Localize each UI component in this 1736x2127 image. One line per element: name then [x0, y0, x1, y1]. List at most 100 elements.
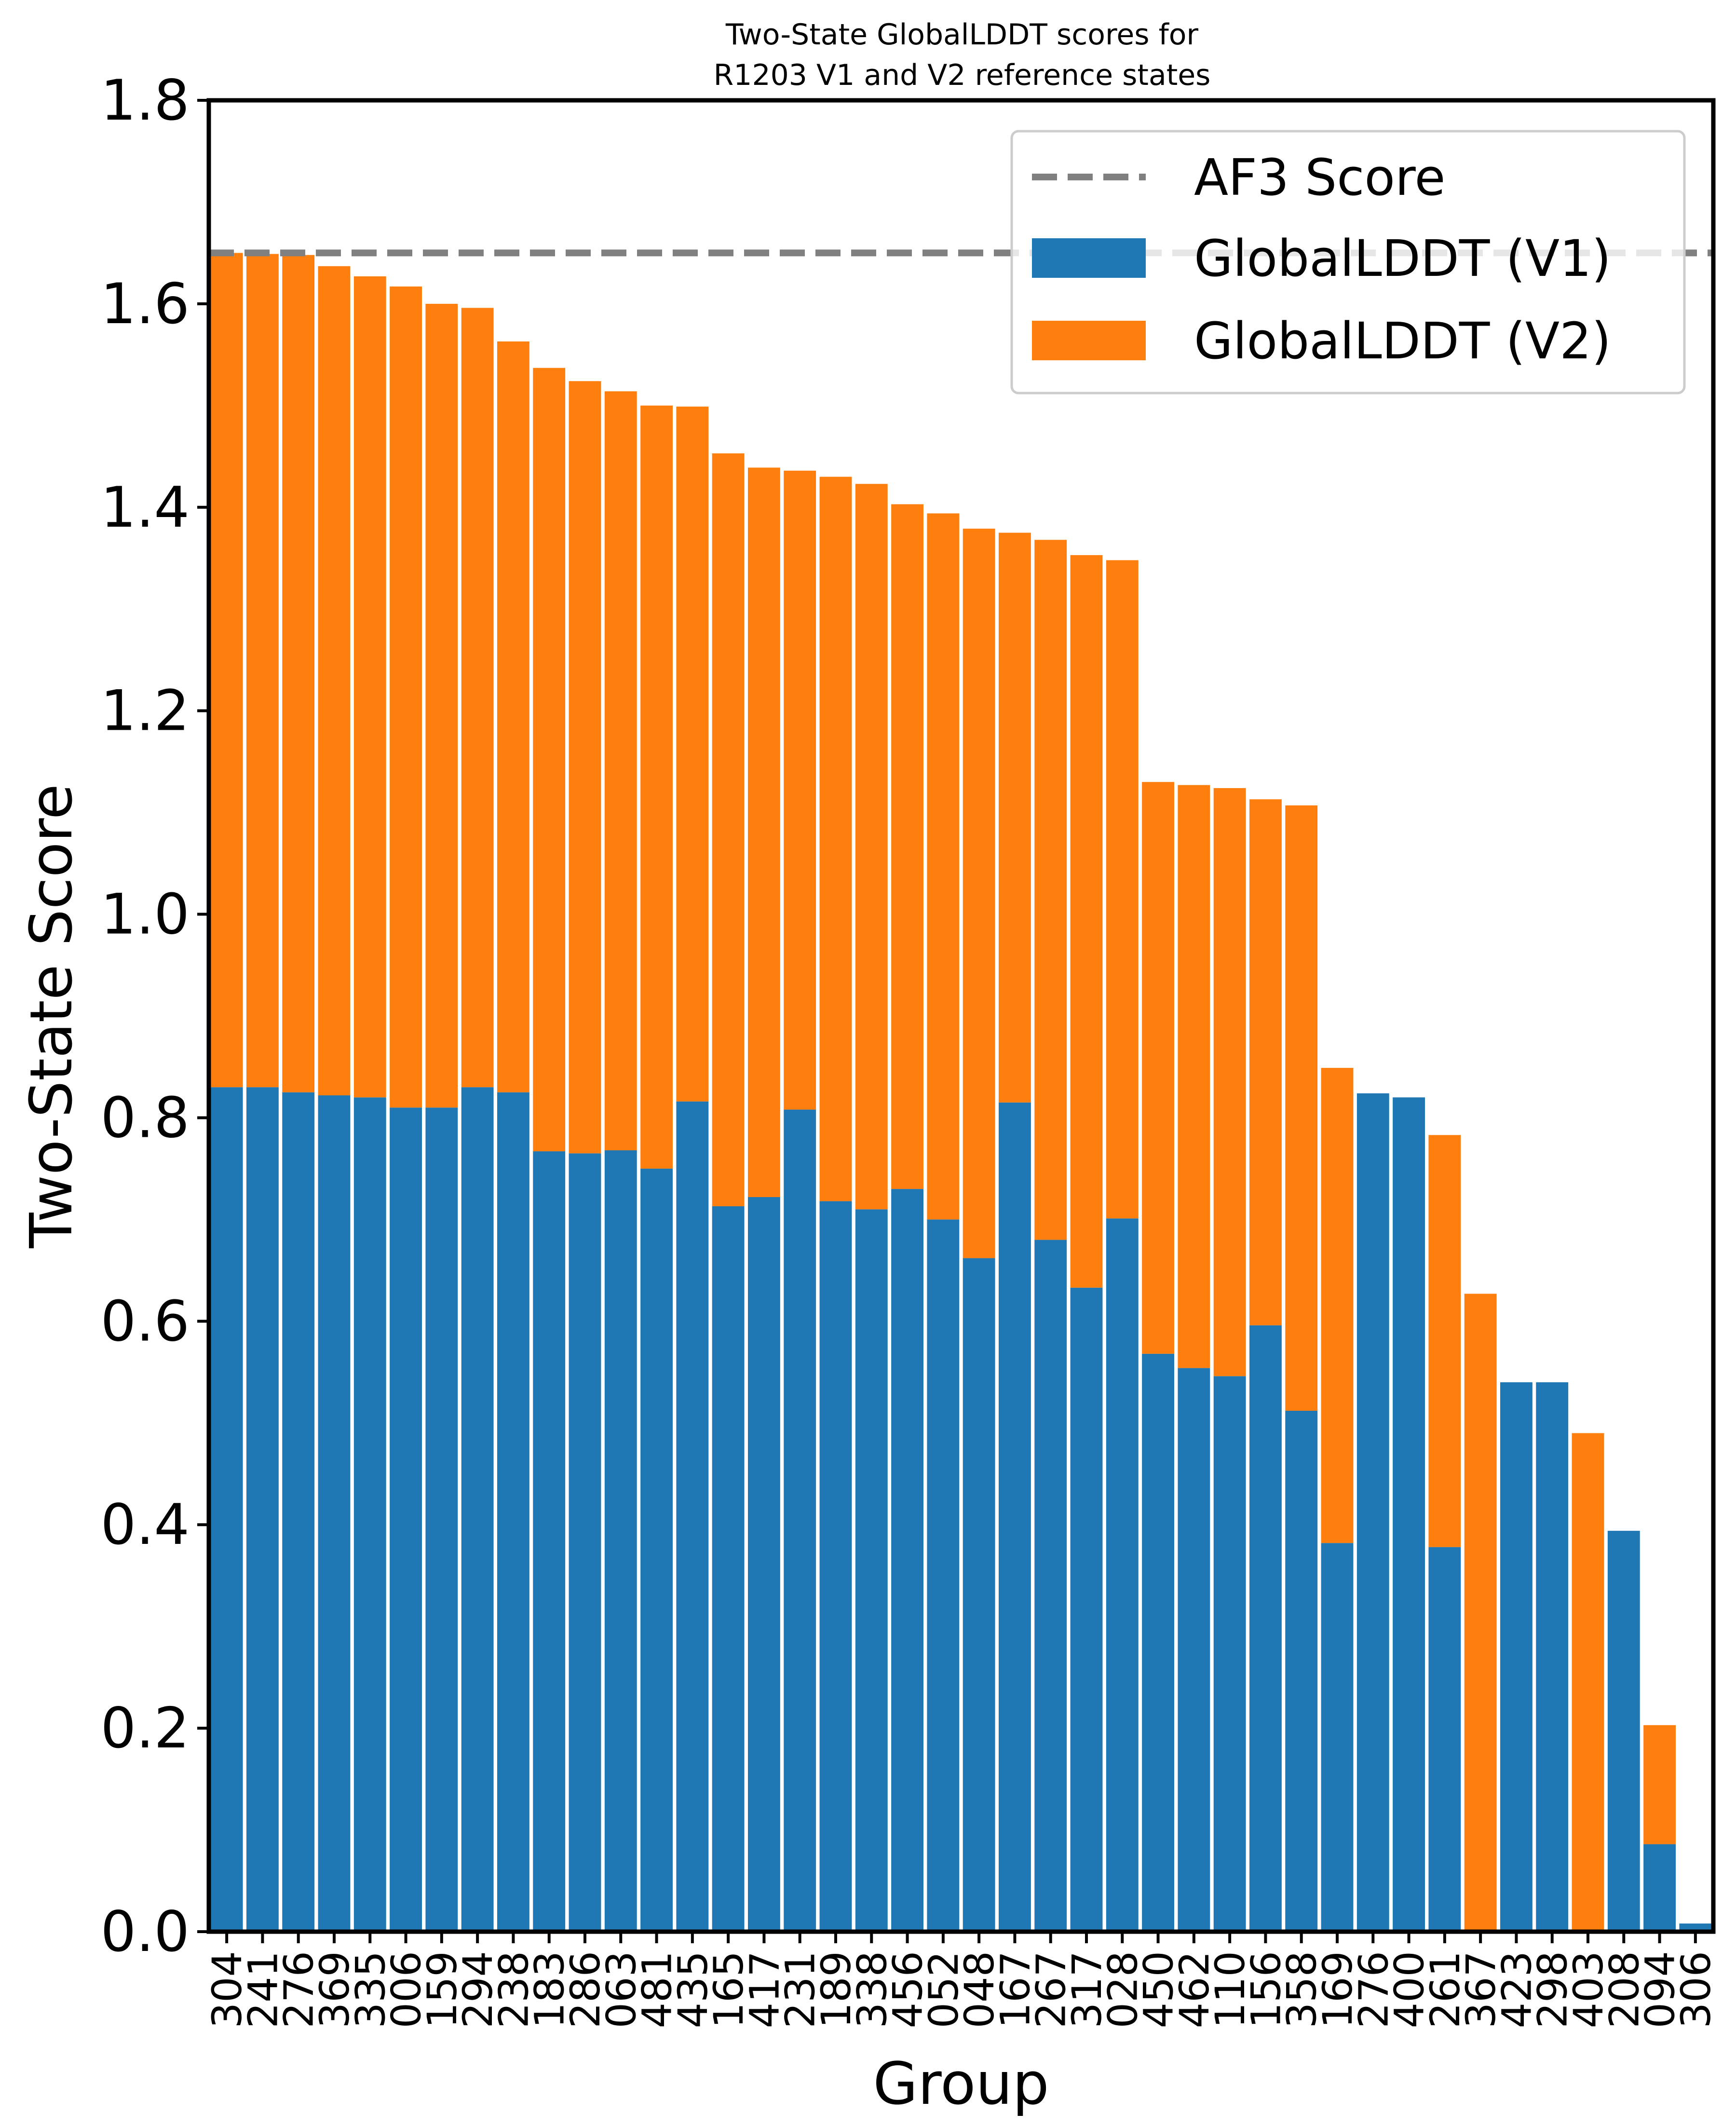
bar-v2 — [210, 253, 243, 1088]
x-tick-label: 294 — [454, 1951, 502, 2028]
x-tick-label: 298 — [1529, 1951, 1576, 2028]
x-tick-label: 276 — [275, 1951, 323, 2028]
bar-v2 — [1070, 555, 1103, 1288]
y-tick-label: 0.2 — [101, 1696, 190, 1761]
x-tick-label: 261 — [1422, 1951, 1469, 2028]
x-tick-label: 165 — [705, 1951, 752, 2028]
bar-v1 — [604, 1150, 637, 1932]
x-tick-label: 156 — [1242, 1951, 1289, 2028]
bar-v1 — [1070, 1287, 1103, 1932]
bar-v1 — [712, 1206, 745, 1932]
bar-v1 — [963, 1258, 995, 1932]
bar-v1 — [1249, 1325, 1282, 1932]
bar-v1 — [1607, 1530, 1640, 1932]
x-tick-label: 317 — [1063, 1951, 1111, 2028]
bar-v2 — [1142, 782, 1174, 1354]
bar-v2 — [748, 467, 780, 1197]
x-tick-label: 423 — [1493, 1951, 1540, 2028]
x-axis-label: Group — [873, 2051, 1049, 2118]
x-tick-label: 369 — [311, 1951, 358, 2028]
x-tick-label: 338 — [848, 1951, 895, 2028]
x-tick-label: 335 — [347, 1951, 394, 2028]
x-tick-label: 167 — [991, 1951, 1039, 2028]
bar-v1 — [1106, 1218, 1139, 1932]
bar-v2 — [569, 381, 601, 1154]
plot-frame — [206, 98, 1716, 1934]
bar-v2 — [819, 477, 852, 1201]
bar-v2 — [640, 405, 673, 1169]
bar-v1 — [927, 1219, 960, 1932]
x-tick-label: 367 — [1457, 1951, 1505, 2028]
bar-v2 — [1572, 1433, 1604, 1932]
bar-v2 — [461, 308, 494, 1088]
x-tick-label: 417 — [741, 1951, 788, 2028]
y-tick-label: 0.4 — [101, 1492, 190, 1557]
x-tick-label: 052 — [920, 1951, 967, 2028]
bar-v2 — [353, 276, 386, 1098]
bar-v1 — [1428, 1547, 1461, 1932]
bar-v1 — [390, 1107, 422, 1932]
x-tick-label: 028 — [1099, 1951, 1146, 2028]
bar-v2 — [891, 504, 923, 1189]
bar-v1 — [1213, 1376, 1246, 1932]
x-tick-label: 306 — [1672, 1951, 1720, 2028]
bar-v2 — [497, 341, 529, 1092]
bar-v1 — [210, 1087, 243, 1932]
x-tick-label: 159 — [419, 1951, 466, 2028]
legend-af3-label: AF3 Score — [1194, 148, 1445, 207]
y-axis: 0.0 0.2 0.4 0.6 0.8 1.0 1.2 1.4 1.6 1.8 — [101, 68, 209, 1964]
y-tick-label: 1.0 — [101, 882, 190, 947]
chart-title-line-2: R1203 V1 and V2 reference states — [714, 58, 1211, 92]
bar-v2 — [676, 406, 709, 1102]
bar-v2 — [1213, 788, 1246, 1377]
y-tick-label: 1.6 — [101, 272, 190, 337]
bar-v1 — [999, 1102, 1031, 1932]
bar-v1 — [640, 1168, 673, 1932]
bar-v2 — [1321, 1068, 1354, 1543]
bar-v2 — [1034, 540, 1067, 1240]
x-tick-label: 238 — [490, 1951, 537, 2028]
x-tick-label: 267 — [1028, 1951, 1075, 2028]
bar-v1 — [1142, 1353, 1174, 1932]
x-tick-label: 403 — [1565, 1951, 1612, 2028]
bar-v1 — [819, 1201, 852, 1932]
bar-v2 — [318, 266, 351, 1096]
legend-v2-label: GlobalLDDT (V2) — [1194, 312, 1611, 370]
bar-v2 — [1643, 1725, 1676, 1844]
bar-v2 — [390, 286, 422, 1108]
bar-v1 — [1034, 1240, 1067, 1932]
bar-v2 — [855, 484, 888, 1210]
x-tick-label: 048 — [956, 1951, 1003, 2028]
bar-v1 — [246, 1087, 279, 1932]
bar-v2 — [533, 368, 566, 1152]
x-tick-label: 241 — [239, 1951, 286, 2028]
bar-v1 — [461, 1087, 494, 1932]
x-tick-label: 110 — [1207, 1951, 1254, 2028]
bar-v2 — [1464, 1294, 1497, 1932]
bar-v2 — [425, 303, 458, 1108]
bar-v1 — [1285, 1410, 1318, 1932]
bar-v1 — [1643, 1844, 1676, 1932]
bar-v1 — [318, 1095, 351, 1932]
x-tick-label: 063 — [597, 1951, 645, 2028]
x-tick-label: 276 — [1350, 1951, 1397, 2028]
bar-v1 — [1178, 1368, 1210, 1932]
bar-v2 — [784, 470, 816, 1110]
legend: AF3 Score GlobalLDDT (V1) GlobalLDDT (V2) — [1010, 130, 1686, 395]
y-tick-label: 1.2 — [101, 679, 190, 744]
bar-v2 — [963, 529, 995, 1258]
x-tick-label: 358 — [1278, 1951, 1326, 2028]
bar-v2 — [712, 453, 745, 1206]
bar-v1 — [569, 1153, 601, 1932]
bar-v1 — [1356, 1093, 1389, 1932]
y-tick-label: 0.0 — [101, 1899, 190, 1964]
bar-v2 — [282, 255, 315, 1092]
bar-v2 — [1285, 805, 1318, 1411]
y-tick-label: 0.8 — [101, 1085, 190, 1150]
legend-v2-swatch — [1032, 321, 1146, 360]
x-tick-label: 304 — [203, 1951, 251, 2028]
x-tick-label: 450 — [1135, 1951, 1182, 2028]
bar-v1 — [533, 1151, 566, 1932]
plot-area — [209, 249, 1713, 1932]
